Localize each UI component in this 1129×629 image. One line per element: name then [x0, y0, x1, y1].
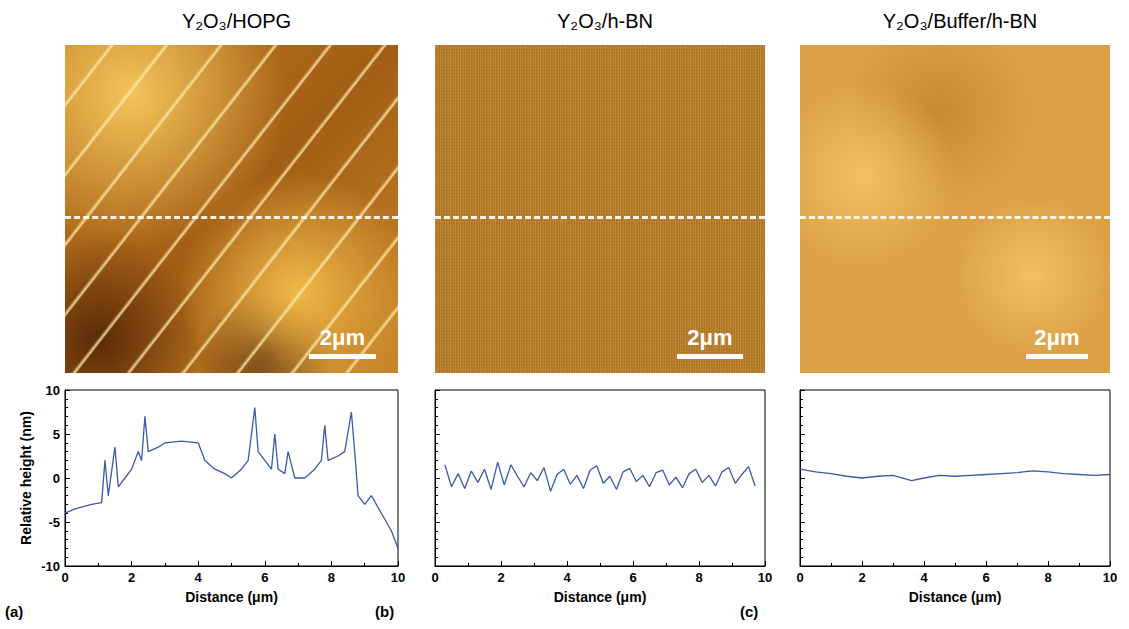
svg-text:6: 6 [982, 570, 989, 585]
svg-text:Y₂O₃/HOPG: Y₂O₃/HOPG [182, 10, 291, 32]
svg-text:2: 2 [128, 570, 135, 585]
svg-text:10: 10 [391, 570, 405, 585]
html-text:2μm: 2μm [687, 325, 733, 350]
svg-text:Distance (μm): Distance (μm) [185, 589, 278, 605]
svg-text:10: 10 [46, 383, 60, 398]
svg-text:8: 8 [695, 570, 702, 585]
svg-text:4: 4 [920, 570, 928, 585]
svg-text:(a): (a) [5, 603, 23, 620]
svg-text:10: 10 [758, 570, 772, 585]
svg-text:4: 4 [563, 570, 571, 585]
svg-text:Relative height (nm): Relative height (nm) [18, 411, 34, 545]
svg-text:6: 6 [629, 570, 636, 585]
svg-text:Y₂O₃/Buffer/h-BN: Y₂O₃/Buffer/h-BN [883, 10, 1037, 32]
svg-text:Distance (μm): Distance (μm) [909, 589, 1002, 605]
svg-text:0: 0 [61, 570, 68, 585]
html-text:2μm: 2μm [319, 325, 366, 350]
svg-text:10: 10 [1103, 570, 1117, 585]
svg-text:Distance (μm): Distance (μm) [554, 589, 647, 605]
svg-text:0: 0 [796, 570, 803, 585]
svg-text:2: 2 [858, 570, 865, 585]
svg-text:5: 5 [53, 427, 60, 442]
svg-text:8: 8 [328, 570, 335, 585]
svg-text:0: 0 [431, 570, 438, 585]
svg-text:6: 6 [261, 570, 268, 585]
svg-text:Y₂O₃/h-BN: Y₂O₃/h-BN [557, 10, 653, 32]
html-text:2μm: 2μm [1034, 325, 1080, 350]
svg-text:(b): (b) [375, 603, 394, 620]
svg-text:4: 4 [195, 570, 203, 585]
svg-text:(c): (c) [740, 603, 758, 620]
svg-text:-5: -5 [48, 515, 60, 530]
svg-text:0: 0 [53, 471, 60, 486]
svg-text:2: 2 [497, 570, 504, 585]
svg-text:8: 8 [1044, 570, 1051, 585]
svg-text:-10: -10 [41, 559, 60, 574]
